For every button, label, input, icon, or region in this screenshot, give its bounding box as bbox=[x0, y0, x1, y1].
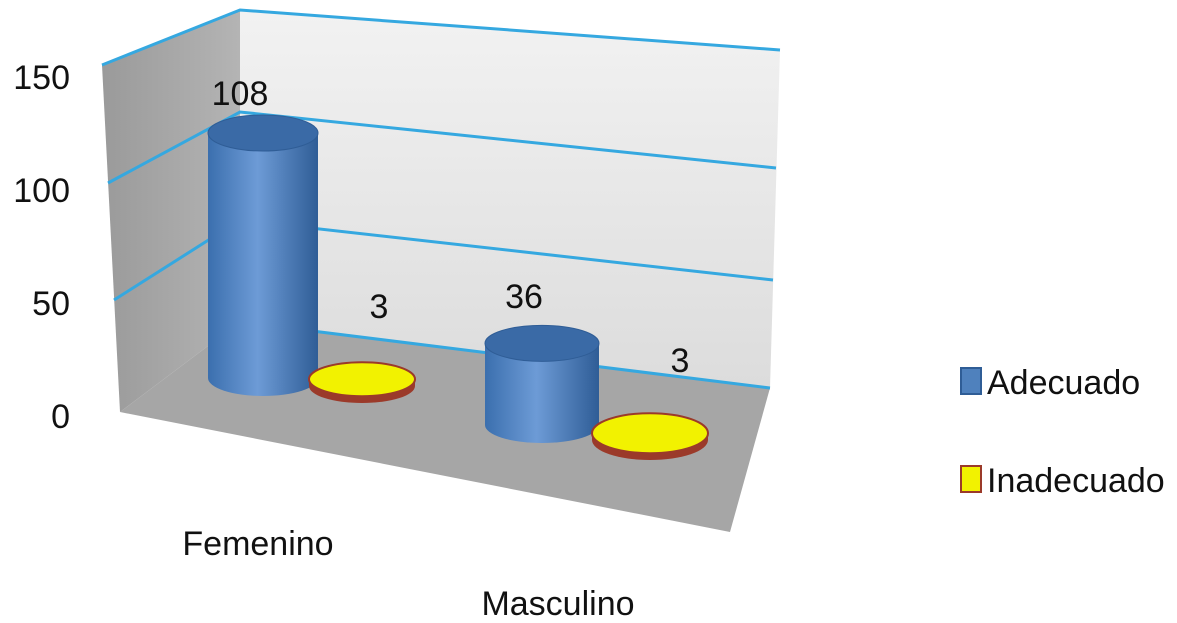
bar-body bbox=[485, 343, 599, 443]
data-label: 36 bbox=[505, 278, 543, 316]
y-tick-label: 0 bbox=[51, 398, 70, 436]
data-label: 3 bbox=[370, 288, 389, 326]
data-label: 108 bbox=[212, 75, 269, 113]
bar-adecuado-femenino bbox=[207, 114, 319, 396]
bars bbox=[207, 114, 709, 460]
x-axis: Femenino Masculino bbox=[182, 525, 634, 623]
y-tick-label: 100 bbox=[13, 172, 70, 210]
bar-top bbox=[308, 361, 416, 398]
legend-label: Inadecuado bbox=[987, 462, 1165, 500]
gridline bbox=[101, 8, 781, 67]
category-label: Femenino bbox=[182, 525, 333, 563]
back-wall bbox=[240, 10, 780, 388]
bar-adecuado-masculino bbox=[484, 324, 600, 443]
bar-inadecuado-masculino bbox=[591, 412, 709, 460]
bar-top bbox=[484, 324, 600, 362]
side-wall bbox=[102, 10, 240, 412]
gridlines bbox=[101, 8, 781, 390]
data-labels: 108 3 36 3 bbox=[212, 75, 690, 380]
bar-top bbox=[591, 412, 709, 455]
legend: Adecuado Inadecuado bbox=[960, 364, 1165, 500]
bar-top bbox=[207, 114, 319, 152]
bar-inadecuado-femenino bbox=[308, 361, 416, 403]
legend-swatch-adecuado bbox=[960, 367, 982, 395]
bar-body bbox=[208, 133, 318, 396]
legend-swatch-inadecuado bbox=[960, 465, 982, 493]
legend-label: Adecuado bbox=[987, 364, 1140, 402]
y-tick-label: 150 bbox=[13, 59, 70, 97]
data-label: 3 bbox=[671, 342, 690, 380]
y-tick-label: 50 bbox=[32, 285, 70, 323]
gridline bbox=[107, 110, 777, 185]
y-axis: 0 50 100 150 bbox=[13, 59, 70, 436]
category-label: Masculino bbox=[481, 585, 634, 623]
